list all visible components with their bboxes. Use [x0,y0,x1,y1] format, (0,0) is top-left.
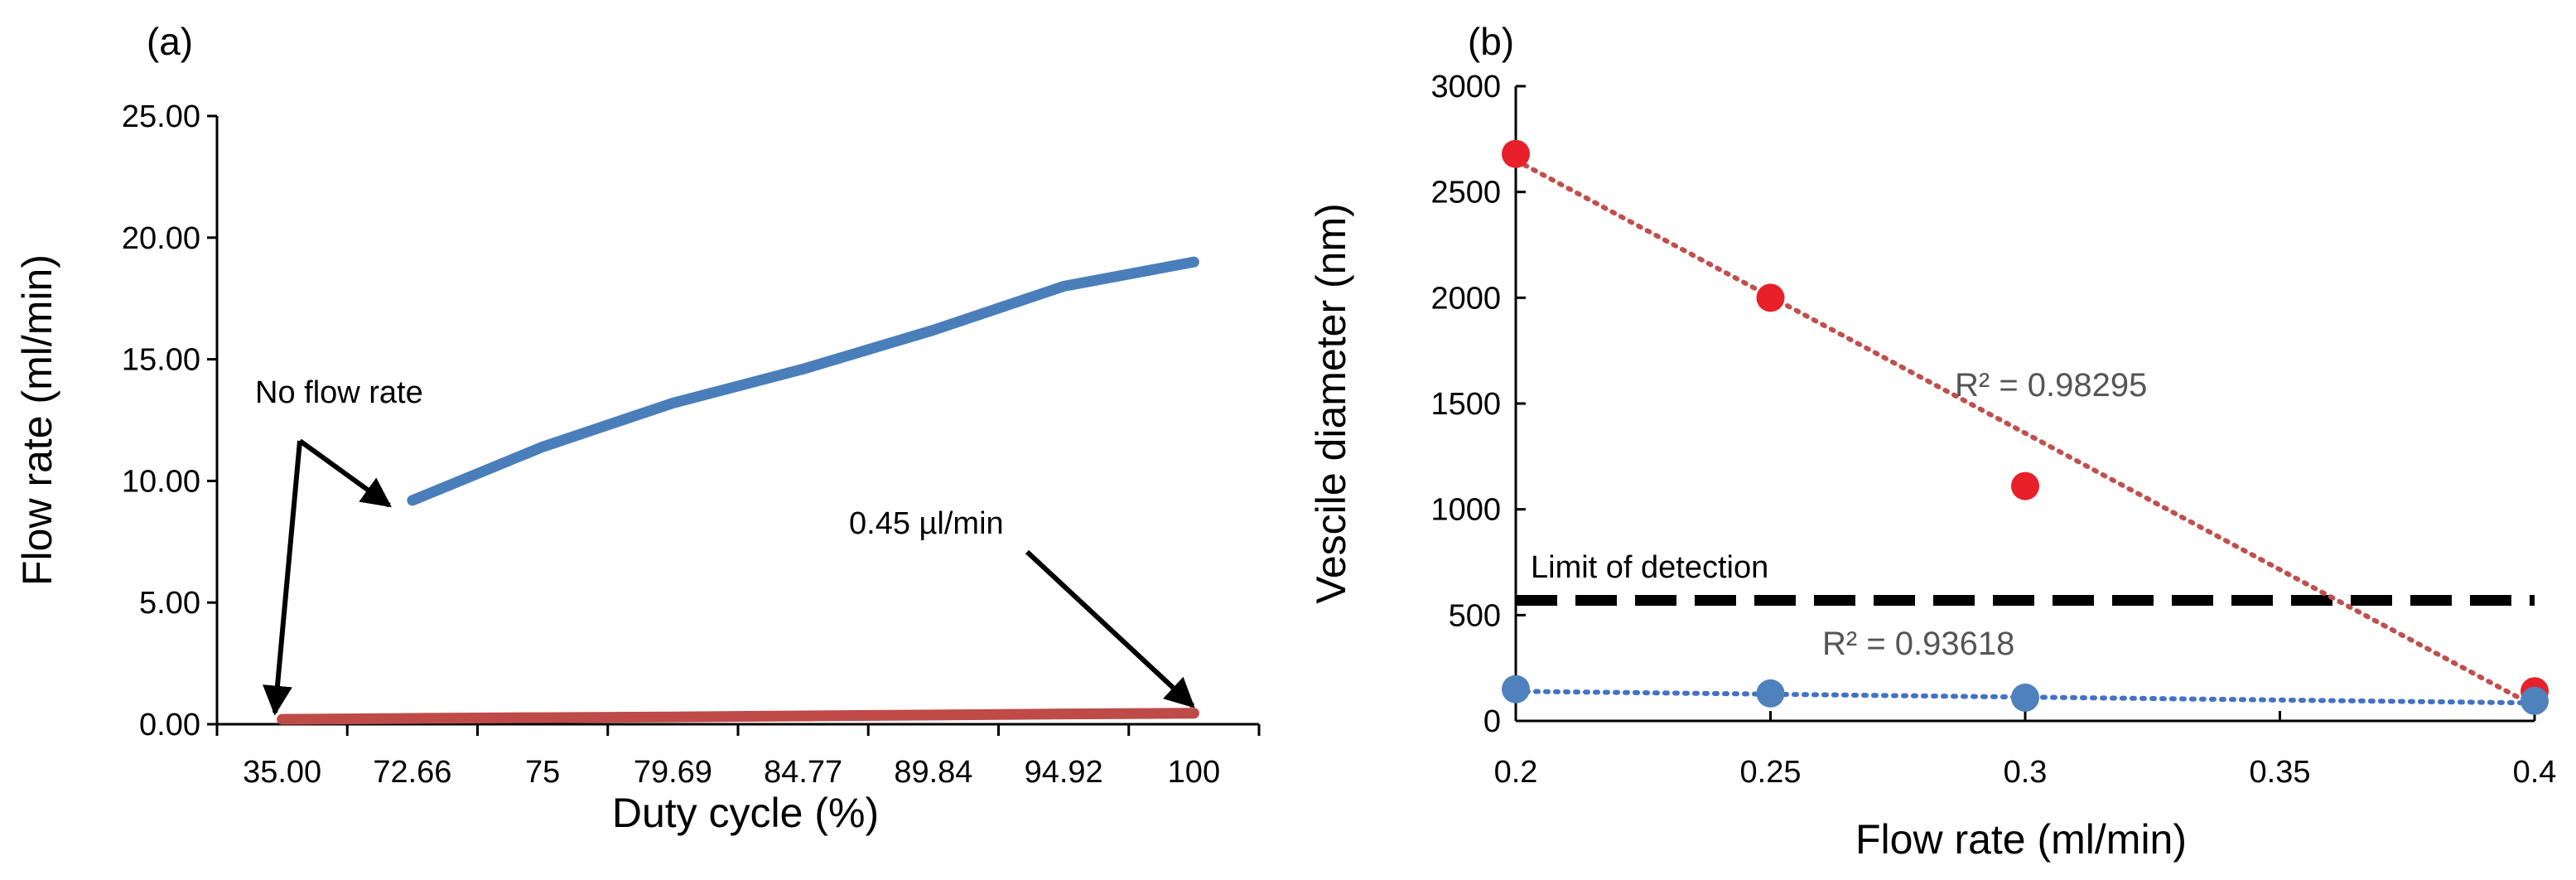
chart-a-x-axis-title: Duty cycle (%) [612,790,879,836]
chart-a-x-tick-label: 100 [1168,755,1220,790]
annotation-no-flow-rate: No flow rate [255,375,423,410]
chart-a-x-tick-label: 89.84 [894,755,972,790]
chart-b-point-1 [2521,686,2549,715]
chart-b-x-tick-label: 0.2 [1494,755,1538,790]
r2-red: R² = 0.98295 [1955,367,2147,404]
chart-a-x-tick-label: 35.00 [243,755,321,790]
annotation-0-45-ul-min: 0.45 µl/min [849,506,1004,541]
chart-a-x-tick-label: 84.77 [764,755,842,790]
chart-a-series [277,256,1199,725]
chart-a-y-tick-label: 10.00 [122,464,200,499]
chart-b-point-0 [1502,139,1530,168]
chart-b-panel-label: (b) [1468,20,1514,63]
chart-b-y-tick-label: 3000 [1430,70,1501,104]
chart-b-y-tick-label: 1500 [1430,387,1501,422]
chart-b-x-axis-title: Flow rate (ml/min) [1855,816,2187,863]
chart-a-series-line-0 [407,256,1199,506]
chart-a-series-line-1 [277,708,1199,725]
chart-a-y-tick-label: 15.00 [122,343,200,378]
chart-a-axes [215,116,1259,726]
chart-a-y-tick-label: 20.00 [122,221,200,256]
chart-a-panel-label: (a) [147,20,193,63]
chart-a-x-ticks: 35.00 72.66 75 79.69 84.77 89.84 94.92 100 [215,724,1261,790]
chart-b-series [1502,139,2549,715]
chart-b-y-tick-label: 2000 [1430,281,1501,316]
chart-b-y-axis-title: Vescile diameter (nm) [1308,203,1354,604]
chart-b-y-tick-label: 500 [1449,598,1501,633]
chart-a-x-tick-label: 72.66 [373,755,451,790]
chart-b-x-tick-label: 0.4 [2513,755,2557,790]
chart-a-x-tick-label: 75 [525,755,560,790]
chart-b-point-0 [2011,471,2039,500]
chart-b-x-tick-label: 0.25 [1740,755,1802,790]
chart-b-point-1 [1756,679,1785,708]
arrow-0-45-ul-min [1025,549,1195,708]
chart-b-y-tick-label: 1000 [1430,493,1501,528]
chart-b-y-tick-label: 0 [1483,704,1501,739]
arrow-no-flow-to-origin [263,440,302,716]
chart-a-y-tick-label: 5.00 [139,586,200,621]
chart-b-point-1 [1502,675,1530,704]
r2-blue: R² = 0.93618 [1822,626,2014,662]
chart-a: (a) 0.00 5.00 10.00 15.00 20.00 25.00 35.00 72… [14,20,1261,836]
chart-a-y-axis-title: Flow rate (ml/min) [14,254,60,586]
chart-b-point-1 [2011,683,2039,712]
chart-b-x-ticks: 0.2 0.25 0.3 0.35 0.4 [1494,711,2557,790]
chart-b-y-tick-label: 2500 [1430,176,1501,210]
limit-of-detection-label: Limit of detection [1531,550,1768,585]
trendline-0 [1513,157,2537,709]
chart-a-y-tick-label: 0.00 [139,708,200,742]
chart-b-point-0 [1756,283,1785,312]
chart-b-x-tick-label: 0.3 [2004,755,2048,790]
chart-a-x-tick-label: 79.69 [634,755,712,790]
chart-a-y-ticks: 0.00 5.00 10.00 15.00 20.00 25.00 [122,99,217,742]
arrow-no-flow-to-blue [298,438,392,508]
chart-a-y-tick-label: 25.00 [122,99,200,134]
chart-b-x-tick-label: 0.35 [2250,755,2311,790]
chart-a-x-tick-label: 94.92 [1025,755,1103,790]
chart-b-y-ticks: 0 500 1000 1500 2000 2500 3000 [1430,70,1526,739]
